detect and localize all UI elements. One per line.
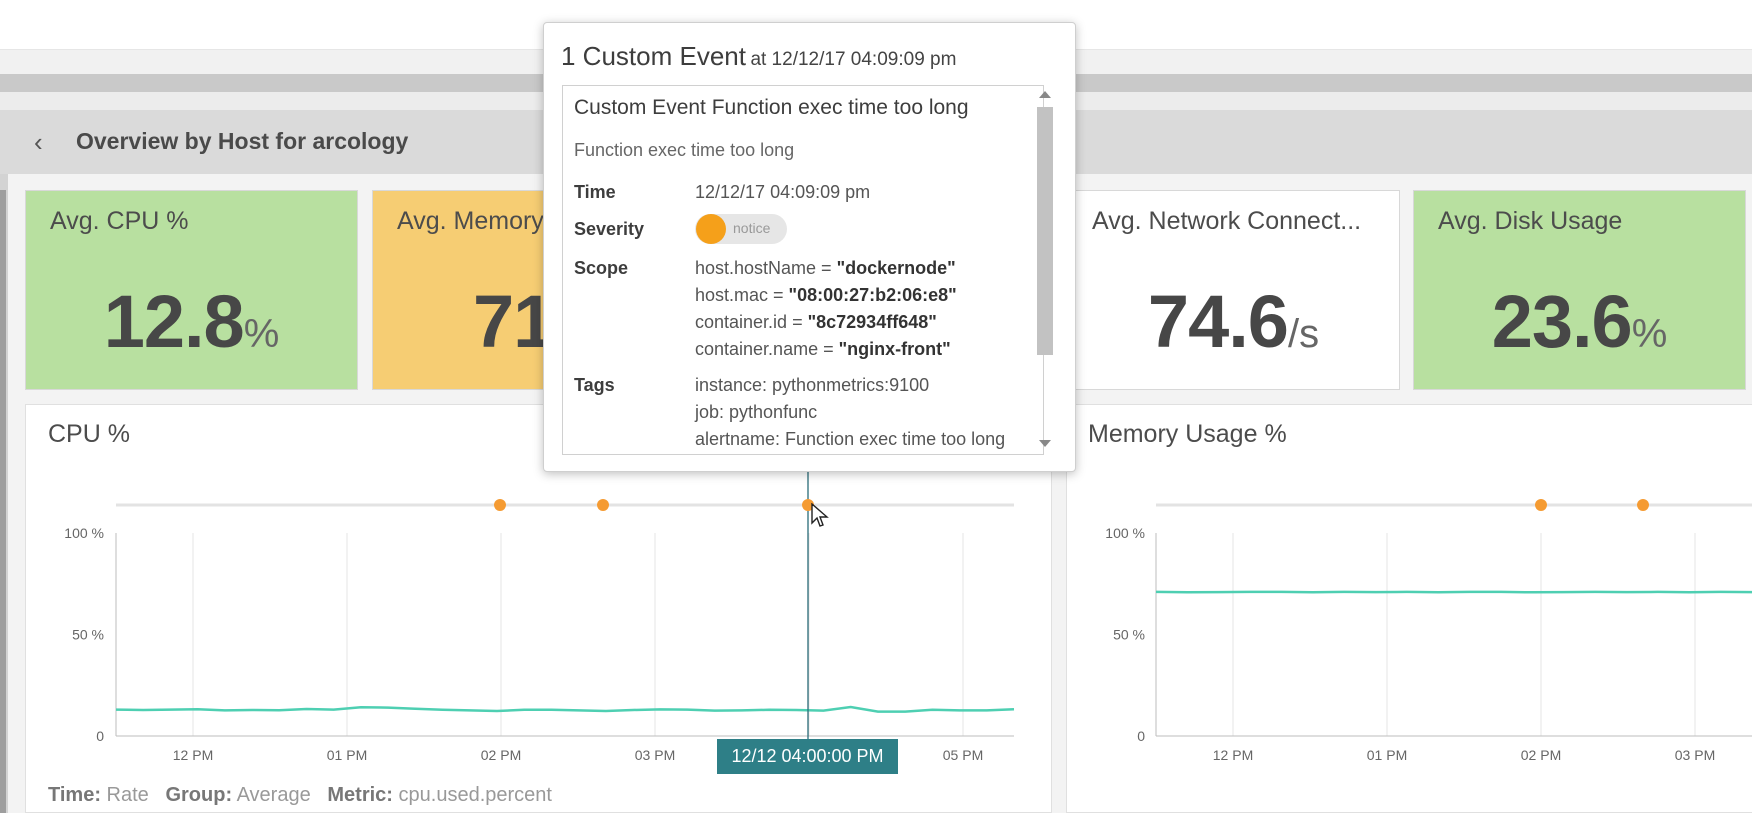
page-title: Overview by Host for arcology (76, 128, 409, 154)
event-marker (1637, 499, 1649, 511)
popup-header: 1 Custom Event at 12/12/17 04:09:09 pm (561, 41, 956, 72)
left-edge-shadow (0, 190, 6, 813)
event-description: Function exec time too long (574, 140, 795, 160)
footer-time-value: Rate (106, 784, 149, 806)
scroll-down-icon[interactable] (1039, 440, 1051, 447)
x-tick-label: 05 PM (943, 747, 983, 763)
event-details[interactable]: Custom Event Function exec time too long… (562, 85, 1044, 455)
x-tick-label: 03 PM (1675, 747, 1715, 763)
series-line (115, 705, 1015, 713)
kpi-avg-disk[interactable]: Avg. Disk Usage 23.6% (1413, 190, 1746, 390)
chart-title: Memory Usage % (1088, 420, 1287, 448)
event-marker (802, 499, 814, 511)
kpi-label: Avg. CPU % (50, 207, 189, 235)
scope-label: Scope (574, 258, 629, 278)
tags-label: Tags (574, 375, 615, 395)
chevron-left-icon[interactable]: ‹ (34, 127, 43, 157)
kpi-label: Avg. Memory (397, 207, 544, 235)
event-marker (494, 499, 506, 511)
event-timestamp: at 12/12/17 04:09:09 pm (750, 49, 957, 70)
tag-line: job: pythonfunc (695, 402, 818, 422)
severity-badge: notice (695, 214, 787, 244)
severity-dot-icon (696, 214, 726, 244)
scroll-thumb[interactable] (1037, 107, 1053, 355)
scope-line: container.name = "nginx-front" (695, 339, 951, 359)
time-label: Time (574, 182, 616, 202)
chart-title: CPU % (48, 420, 130, 448)
popup-scrollbar[interactable] (1035, 85, 1055, 455)
kpi-value: 12.8% (103, 280, 280, 363)
kpi-label: Avg. Network Connect... (1092, 207, 1362, 235)
y-tick-label: 0 (96, 728, 104, 744)
y-tick-label: 100 % (64, 525, 104, 541)
event-popup: 1 Custom Event at 12/12/17 04:09:09 pm C… (543, 22, 1076, 472)
severity-label: Severity (574, 219, 645, 239)
chart-footer: Time: Rate Group: Average Metric: cpu.us… (48, 784, 552, 807)
y-tick-label: 100 % (1105, 525, 1145, 541)
memory-chart-panel (1066, 404, 1752, 813)
time-value: 12/12/17 04:09:09 pm (695, 182, 871, 202)
scroll-up-icon[interactable] (1039, 91, 1051, 98)
scope-line: host.mac = "08:00:27:b2:06:e8" (695, 285, 957, 305)
footer-metric-value: cpu.used.percent (398, 784, 552, 806)
x-tick-label: 02 PM (481, 747, 521, 763)
y-tick-label: 50 % (1113, 627, 1145, 643)
x-tick-label: 12 PM (173, 747, 213, 763)
y-tick-label: 0 (1137, 728, 1145, 744)
tag-line: alertname: Function exec time too long (695, 429, 1006, 449)
mouse-cursor-icon (811, 503, 829, 527)
footer-time-label: Time: (48, 784, 101, 806)
event-marker (1535, 499, 1547, 511)
severity-value: notice (733, 220, 771, 236)
cursor-time-label: 12/12 04:00:00 PM (717, 739, 898, 774)
kpi-label: Avg. Disk Usage (1438, 207, 1623, 235)
footer-group-value: Average (236, 784, 311, 806)
scope-line: host.hostName = "dockernode" (695, 258, 956, 278)
y-tick-label: 50 % (72, 627, 104, 643)
event-marker (597, 499, 609, 511)
tag-line: instance: pythonmetrics:9100 (695, 375, 930, 395)
event-title: Custom Event Function exec time too long (574, 96, 969, 119)
footer-group-label: Group: (165, 784, 233, 806)
x-tick-label: 03 PM (635, 747, 675, 763)
kpi-value: 74.6/s (1147, 280, 1320, 363)
kpi-value: 23.6% (1491, 280, 1668, 363)
x-tick-label: 01 PM (1367, 747, 1407, 763)
kpi-avg-cpu[interactable]: Avg. CPU % 12.8% (25, 190, 358, 390)
x-tick-label: 12 PM (1213, 747, 1253, 763)
x-tick-label: 02 PM (1521, 747, 1561, 763)
event-count: 1 Custom Event (561, 41, 746, 71)
x-tick-label: 01 PM (327, 747, 367, 763)
footer-metric-label: Metric: (327, 784, 393, 806)
kpi-avg-network[interactable]: Avg. Network Connect... 74.6/s (1067, 190, 1400, 390)
scope-line: container.id = "8c72934ff648" (695, 312, 937, 332)
